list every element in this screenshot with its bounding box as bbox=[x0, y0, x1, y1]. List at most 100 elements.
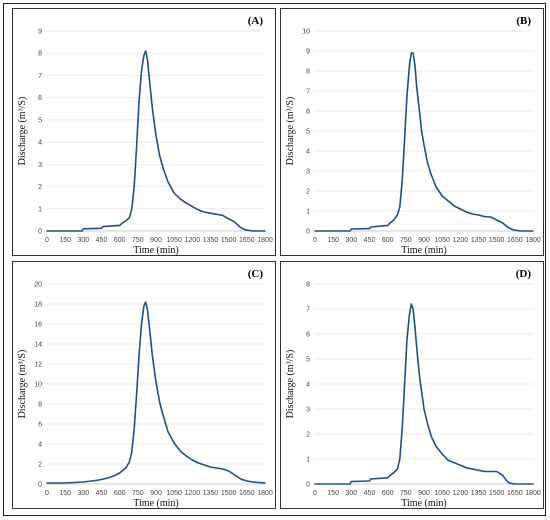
x-tick-label: 750 bbox=[400, 490, 412, 497]
y-tick-label: 3 bbox=[306, 407, 310, 414]
y-tick-label: 1 bbox=[306, 457, 310, 464]
x-tick-label: 600 bbox=[382, 490, 394, 497]
chart-d: 0 1 2 3 4 5 6 7 8 0 150 300 450 600 750 900 1050 1200 1350… bbox=[285, 268, 541, 508]
y-tick-label: 10 bbox=[34, 382, 42, 389]
y-tick-label: 5 bbox=[306, 357, 310, 364]
y-tick-label: 6 bbox=[306, 109, 310, 116]
y-tick-label: 1 bbox=[38, 206, 42, 213]
x-tick-label: 1650 bbox=[507, 237, 523, 244]
x-tick-label: 1650 bbox=[239, 490, 255, 497]
y-tick-label: 7 bbox=[306, 307, 310, 314]
x-tick-label: 1050 bbox=[166, 490, 182, 497]
x-tick-label: 300 bbox=[345, 490, 357, 497]
y-tick-label: 2 bbox=[306, 432, 310, 439]
x-tick-label: 0 bbox=[313, 490, 317, 497]
x-tick-label: 1500 bbox=[221, 237, 237, 244]
x-tick-label: 450 bbox=[96, 237, 108, 244]
x-tick-label: 1800 bbox=[525, 490, 541, 497]
x-tick-label: 600 bbox=[114, 490, 126, 497]
y-tick-label: 9 bbox=[38, 29, 42, 36]
x-tick-label: 1800 bbox=[257, 237, 273, 244]
panel-a: 0 1 2 3 4 5 6 7 8 9 0 150 300 450 600 750 900 1050 1200 135… bbox=[12, 8, 276, 256]
x-tick-label: 1500 bbox=[489, 237, 505, 244]
panel-label: (C) bbox=[248, 268, 264, 280]
y-tick-label: 4 bbox=[306, 149, 310, 156]
x-tick-label: 1800 bbox=[525, 237, 541, 244]
y-tick-label: 3 bbox=[38, 162, 42, 169]
y-axis-label: Discharge (m³/S) bbox=[285, 350, 296, 419]
x-tick-label: 300 bbox=[77, 237, 89, 244]
figure-frame: 0 1 2 3 4 5 6 7 8 9 0 150 300 450 600 750 900 1050 1200 135… bbox=[3, 3, 546, 516]
x-tick-label: 1200 bbox=[185, 237, 201, 244]
y-tick-label: 1 bbox=[306, 209, 310, 216]
x-tick-label: 1200 bbox=[453, 237, 469, 244]
x-tick-label: 300 bbox=[77, 490, 89, 497]
x-tick-label: 1200 bbox=[185, 490, 201, 497]
discharge-series-line bbox=[314, 303, 534, 485]
y-tick-label: 0 bbox=[38, 229, 42, 236]
discharge-series-line bbox=[46, 50, 266, 232]
x-tick-label: 150 bbox=[59, 237, 71, 244]
y-tick-label: 7 bbox=[306, 89, 310, 96]
x-tick-label: 1800 bbox=[257, 490, 273, 497]
x-tick-label: 750 bbox=[400, 237, 412, 244]
y-tick-label: 10 bbox=[302, 29, 310, 36]
y-tick-label: 5 bbox=[38, 117, 42, 124]
y-tick-label: 18 bbox=[34, 302, 42, 309]
y-tick-label: 9 bbox=[306, 49, 310, 56]
chart-a: 0 1 2 3 4 5 6 7 8 9 0 150 300 450 600 750 900 1050 1200 135… bbox=[17, 15, 273, 255]
x-tick-label: 1350 bbox=[203, 490, 219, 497]
x-tick-label: 1200 bbox=[453, 490, 469, 497]
y-tick-label: 2 bbox=[306, 189, 310, 196]
x-tick-label: 900 bbox=[150, 490, 162, 497]
x-tick-label: 450 bbox=[364, 237, 376, 244]
panel-label: (B) bbox=[516, 15, 531, 27]
y-tick-label: 6 bbox=[38, 95, 42, 102]
x-tick-label: 150 bbox=[327, 490, 339, 497]
x-tick-label: 450 bbox=[96, 490, 108, 497]
y-tick-label: 8 bbox=[38, 51, 42, 58]
x-tick-label: 1050 bbox=[166, 237, 182, 244]
y-tick-label: 16 bbox=[34, 322, 42, 329]
x-tick-label: 300 bbox=[345, 237, 357, 244]
y-tick-label: 4 bbox=[38, 140, 42, 147]
discharge-series-line bbox=[314, 52, 534, 232]
x-tick-label: 0 bbox=[45, 237, 49, 244]
x-tick-label: 900 bbox=[150, 237, 162, 244]
x-tick-label: 1350 bbox=[471, 490, 487, 497]
chart-c: 0 2 4 6 8 10 12 14 16 18 20 0 150 300 450 600 750 900 1050… bbox=[17, 268, 273, 508]
x-tick-label: 1650 bbox=[239, 237, 255, 244]
y-axis-label: Discharge (m³/S) bbox=[17, 97, 28, 166]
x-tick-label: 1650 bbox=[507, 490, 523, 497]
y-tick-label: 20 bbox=[34, 282, 42, 289]
y-tick-label: 8 bbox=[306, 69, 310, 76]
x-tick-label: 150 bbox=[327, 237, 339, 244]
x-axis-label: Time (min) bbox=[133, 245, 178, 255]
y-tick-label: 14 bbox=[34, 342, 42, 349]
y-tick-label: 0 bbox=[306, 482, 310, 489]
x-axis-label: Time (min) bbox=[401, 498, 446, 508]
y-tick-label: 2 bbox=[38, 184, 42, 191]
x-axis-label: Time (min) bbox=[401, 245, 446, 255]
y-tick-label: 8 bbox=[38, 402, 42, 409]
x-tick-label: 450 bbox=[364, 490, 376, 497]
panel-label: (D) bbox=[516, 268, 532, 280]
y-tick-label: 0 bbox=[306, 229, 310, 236]
x-tick-label: 600 bbox=[382, 237, 394, 244]
panel-label: (A) bbox=[248, 15, 264, 27]
x-axis-label: Time (min) bbox=[133, 498, 178, 508]
y-tick-label: 12 bbox=[34, 362, 42, 369]
x-tick-label: 1050 bbox=[434, 490, 450, 497]
y-tick-label: 4 bbox=[306, 382, 310, 389]
panel-b: 0 1 2 3 4 5 6 7 8 9 10 0 150 300 450 600 750 900 1050 1200 1… bbox=[280, 8, 544, 256]
y-axis-label: Discharge (m³/S) bbox=[17, 350, 28, 419]
y-tick-label: 2 bbox=[38, 462, 42, 469]
x-tick-label: 1500 bbox=[221, 490, 237, 497]
x-tick-label: 750 bbox=[132, 237, 144, 244]
y-tick-label: 8 bbox=[306, 282, 310, 289]
x-tick-label: 150 bbox=[59, 490, 71, 497]
x-tick-label: 900 bbox=[418, 237, 430, 244]
x-tick-label: 1350 bbox=[471, 237, 487, 244]
panel-c: 0 2 4 6 8 10 12 14 16 18 20 0 150 300 450 600 750 900 1050… bbox=[12, 261, 276, 509]
